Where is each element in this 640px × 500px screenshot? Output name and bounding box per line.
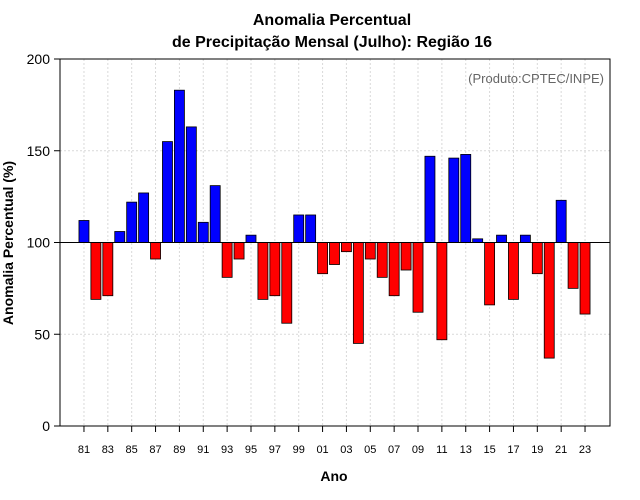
bar-82 bbox=[90, 242, 102, 300]
x-tick-label: 93 bbox=[221, 444, 233, 456]
chart-title-line1: Anomalia Percentual bbox=[253, 12, 411, 29]
bar-14 bbox=[472, 238, 484, 243]
y-tick-label: 200 bbox=[27, 51, 51, 67]
x-tick-label: 97 bbox=[269, 444, 281, 456]
bar-22 bbox=[567, 242, 579, 289]
x-tick-label: 91 bbox=[197, 444, 209, 456]
bar-02 bbox=[329, 242, 340, 265]
y-axis-label: Anomalia Percentual (%) bbox=[0, 161, 16, 325]
x-tick-label: 23 bbox=[579, 444, 591, 456]
x-tick-label: 85 bbox=[126, 444, 138, 456]
bar-95 bbox=[245, 234, 257, 243]
x-axis: 81 83 85 87 89 91 93 95 97 99 01 03 05 07 09 11 13 15 17 19… bbox=[78, 426, 591, 456]
bar-09 bbox=[412, 242, 424, 313]
grid bbox=[60, 58, 610, 427]
x-tick-label: 13 bbox=[460, 444, 472, 456]
x-tick-label: 83 bbox=[102, 444, 114, 456]
y-tick-label: 0 bbox=[42, 418, 50, 434]
x-tick-label: 07 bbox=[388, 444, 400, 456]
x-tick-label: 15 bbox=[483, 444, 495, 456]
x-tick-label: 81 bbox=[78, 444, 90, 456]
bar-01 bbox=[317, 242, 328, 275]
bar-19 bbox=[531, 242, 543, 275]
bar-88 bbox=[162, 141, 173, 243]
bar-17 bbox=[508, 242, 519, 300]
x-tick-label: 99 bbox=[293, 444, 305, 456]
bar-86 bbox=[138, 192, 150, 243]
bar-00 bbox=[305, 214, 317, 243]
x-tick-label: 87 bbox=[149, 444, 161, 456]
source-annotation: (Produto:CPTEC/INPE) bbox=[468, 71, 604, 86]
bar-90 bbox=[185, 126, 197, 243]
bar-06 bbox=[376, 242, 388, 278]
bar-08 bbox=[400, 242, 412, 271]
x-tick-label: 19 bbox=[531, 444, 543, 456]
bar-98 bbox=[281, 242, 293, 324]
bar-23 bbox=[579, 242, 591, 315]
bar-03 bbox=[341, 242, 352, 253]
bar-12 bbox=[448, 157, 460, 243]
bar-07 bbox=[388, 242, 400, 297]
x-tick-label: 03 bbox=[340, 444, 352, 456]
y-tick-label: 100 bbox=[27, 235, 51, 251]
bar-97 bbox=[269, 242, 281, 297]
bar-21 bbox=[555, 199, 567, 243]
bar-83 bbox=[102, 242, 114, 297]
bar-84 bbox=[114, 231, 126, 243]
bar-91 bbox=[197, 221, 209, 243]
x-tick-label: 21 bbox=[555, 444, 567, 456]
bar-92 bbox=[209, 185, 221, 243]
bar-89 bbox=[173, 89, 185, 243]
bar-05 bbox=[364, 242, 376, 260]
bar-16 bbox=[496, 234, 507, 243]
chart-title-line2: de Precipitação Mensal (Julho): Região 1… bbox=[172, 34, 492, 51]
y-axis: 0 50 100 150 200 bbox=[27, 51, 60, 434]
bar-18 bbox=[519, 234, 531, 243]
x-tick-label: 89 bbox=[173, 444, 185, 456]
x-tick-label: 17 bbox=[507, 444, 519, 456]
x-axis-label: Ano bbox=[320, 468, 347, 484]
x-tick-label: 09 bbox=[412, 444, 424, 456]
bar-04 bbox=[352, 242, 364, 344]
x-tick-label: 01 bbox=[316, 444, 328, 456]
bar-99 bbox=[293, 214, 305, 243]
x-tick-label: 05 bbox=[364, 444, 376, 456]
x-tick-label: 11 bbox=[436, 444, 447, 456]
x-tick-label: 95 bbox=[245, 444, 257, 456]
bar-87 bbox=[150, 242, 161, 260]
bar-96 bbox=[257, 242, 269, 300]
bar-94 bbox=[233, 242, 245, 260]
y-tick-label: 50 bbox=[34, 326, 50, 342]
bar-13 bbox=[460, 154, 472, 243]
bar-15 bbox=[484, 242, 496, 306]
bar-93 bbox=[221, 242, 233, 278]
y-tick-label: 150 bbox=[27, 143, 51, 159]
bar-10 bbox=[424, 155, 436, 243]
bar-85 bbox=[126, 201, 138, 243]
bar-20 bbox=[543, 242, 555, 359]
bar-11 bbox=[436, 242, 448, 341]
bar-81 bbox=[78, 220, 90, 243]
